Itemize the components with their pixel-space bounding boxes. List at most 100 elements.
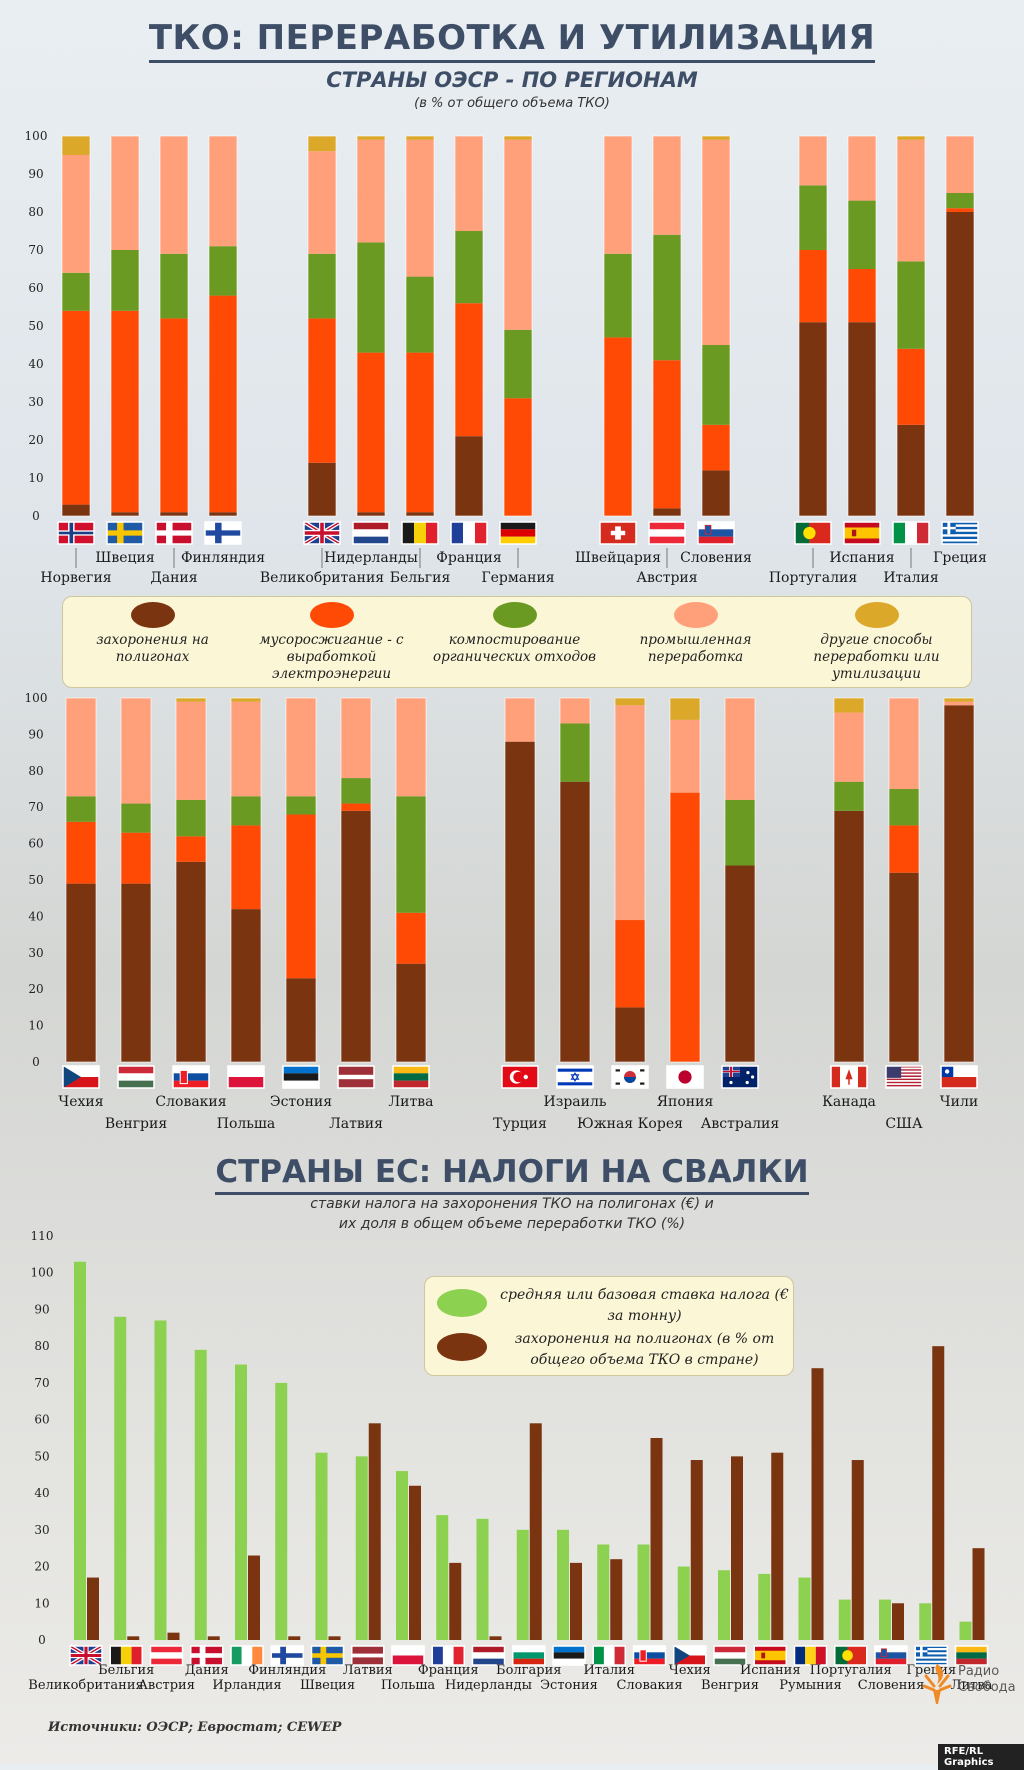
bar-segment	[357, 512, 385, 516]
flag-cz-icon	[62, 1065, 100, 1089]
category-label: Швеция	[300, 1678, 355, 1693]
bar-segment	[209, 136, 237, 247]
flag-ee-icon	[282, 1065, 320, 1089]
tax-rate-bar	[194, 1349, 207, 1640]
flag-at-icon	[648, 521, 686, 545]
bar-segment	[209, 512, 237, 516]
y-tick-label: 70	[28, 243, 43, 257]
tax-rate-bar	[74, 1261, 86, 1640]
legend-label-incineration: мусоросжигание - с выработкой электроэне…	[259, 632, 404, 682]
radio-svoboda-logo[interactable]: Радио Свобода	[922, 1660, 1016, 1710]
tax-rate-bar	[114, 1316, 127, 1640]
legend-item-landfill: захоронения на полигонах	[65, 602, 240, 666]
category-label: Нидерланды	[445, 1678, 532, 1693]
landfill-share-bar	[771, 1452, 784, 1640]
bar-segment	[946, 193, 974, 209]
y-tick-label: 20	[34, 1560, 49, 1574]
tax-rate-bar	[959, 1621, 972, 1640]
landfill-share-bar	[851, 1460, 864, 1640]
landfill-share-bar	[650, 1438, 663, 1640]
bar-segment	[615, 1007, 645, 1062]
category-label: Болгария	[496, 1663, 561, 1678]
bar-segment	[209, 295, 237, 513]
flag-fi-icon	[270, 1645, 304, 1666]
flag-be-icon	[401, 521, 439, 545]
bar-segment	[308, 136, 336, 152]
flag-lt-icon	[954, 1645, 989, 1666]
bar-segment	[406, 276, 434, 353]
bar-segment	[111, 512, 139, 516]
bar-segment	[725, 865, 755, 1062]
category-label: Финляндия	[248, 1663, 326, 1678]
landfill-share-bar	[892, 1603, 904, 1640]
bar-frame	[652, 135, 682, 517]
flag-si-icon	[874, 1645, 908, 1666]
bar-segment	[889, 789, 919, 826]
category-label: Италия	[883, 570, 939, 586]
bar-segment	[286, 796, 316, 815]
bar-frame	[110, 135, 140, 517]
bar-segment	[848, 200, 876, 269]
landfill-share-bar	[529, 1423, 542, 1640]
category-label: Чехия	[58, 1094, 103, 1110]
category-label: Великобритания	[260, 570, 384, 586]
y-tick-label: 60	[28, 281, 43, 295]
tax-rate-bar	[597, 1544, 610, 1640]
tax-subtitle-line2: их доля в общем объеме переработки ТКО (…	[338, 1216, 686, 1232]
bar-segment	[308, 318, 336, 463]
tax-rate-bar	[879, 1599, 891, 1640]
category-label: Бельгия	[390, 570, 451, 586]
y-tick-label: 10	[34, 1596, 49, 1610]
bar-segment	[889, 698, 919, 789]
bar-segment	[504, 139, 532, 330]
flag-es-icon	[843, 521, 881, 545]
bar-segment	[897, 139, 925, 262]
flag-it-icon	[592, 1645, 626, 1666]
tax-rate-bar	[838, 1599, 851, 1640]
bar-frame	[945, 135, 975, 517]
bar-segment	[944, 701, 974, 706]
flag-sk-icon	[172, 1065, 210, 1089]
landfill-share-bar	[167, 1632, 180, 1640]
bar-segment	[62, 504, 90, 516]
y-tick-label: 10	[28, 1019, 43, 1033]
bar-frame	[701, 135, 731, 517]
legend-label-recycling: промышленная переработка	[639, 632, 752, 665]
legend-item-other: другие способы переработки или утилизаци…	[789, 602, 964, 683]
y-tick-label: 60	[28, 837, 43, 851]
bar-segment	[231, 909, 261, 1062]
category-label: Литва	[389, 1094, 434, 1110]
y-tick-label: 30	[34, 1523, 49, 1537]
bar-segment	[653, 136, 681, 235]
bar-segment	[160, 318, 188, 513]
bar-segment	[897, 348, 925, 425]
y-tick-label: 70	[28, 800, 43, 814]
bar-segment	[799, 250, 827, 323]
bar-frame	[175, 697, 207, 1063]
bar-segment	[560, 698, 590, 724]
legend-item-recycling: промышленная переработка	[608, 602, 783, 666]
legend-swatch-landfill	[130, 602, 175, 628]
category-label: Испания	[740, 1663, 801, 1678]
y-tick-label: 100	[25, 129, 48, 143]
bar-segment	[653, 360, 681, 509]
bar-segment	[66, 883, 96, 1062]
flag-be-icon	[109, 1645, 143, 1666]
landfill-share-bar	[207, 1636, 220, 1640]
bar-segment	[670, 698, 700, 720]
category-label: Норвегия	[40, 570, 111, 586]
bar-segment	[897, 136, 925, 140]
bar-segment	[702, 139, 730, 345]
flag-fr-icon	[450, 521, 488, 545]
category-label: Франция	[418, 1663, 479, 1678]
bar-segment	[308, 253, 336, 319]
flag-cl-icon	[940, 1065, 978, 1089]
y-tick-label: 80	[28, 764, 43, 778]
bar-frame	[504, 697, 536, 1063]
flag-tr-icon	[501, 1065, 539, 1089]
tax-rate-bar	[235, 1364, 247, 1640]
category-label: Греция	[933, 550, 987, 566]
oecd-chart-1: 0 10 20 30 40 50 60 70 80 90 100 Норвегия Швеция Дани…	[25, 129, 987, 586]
bar-segment	[702, 136, 730, 140]
